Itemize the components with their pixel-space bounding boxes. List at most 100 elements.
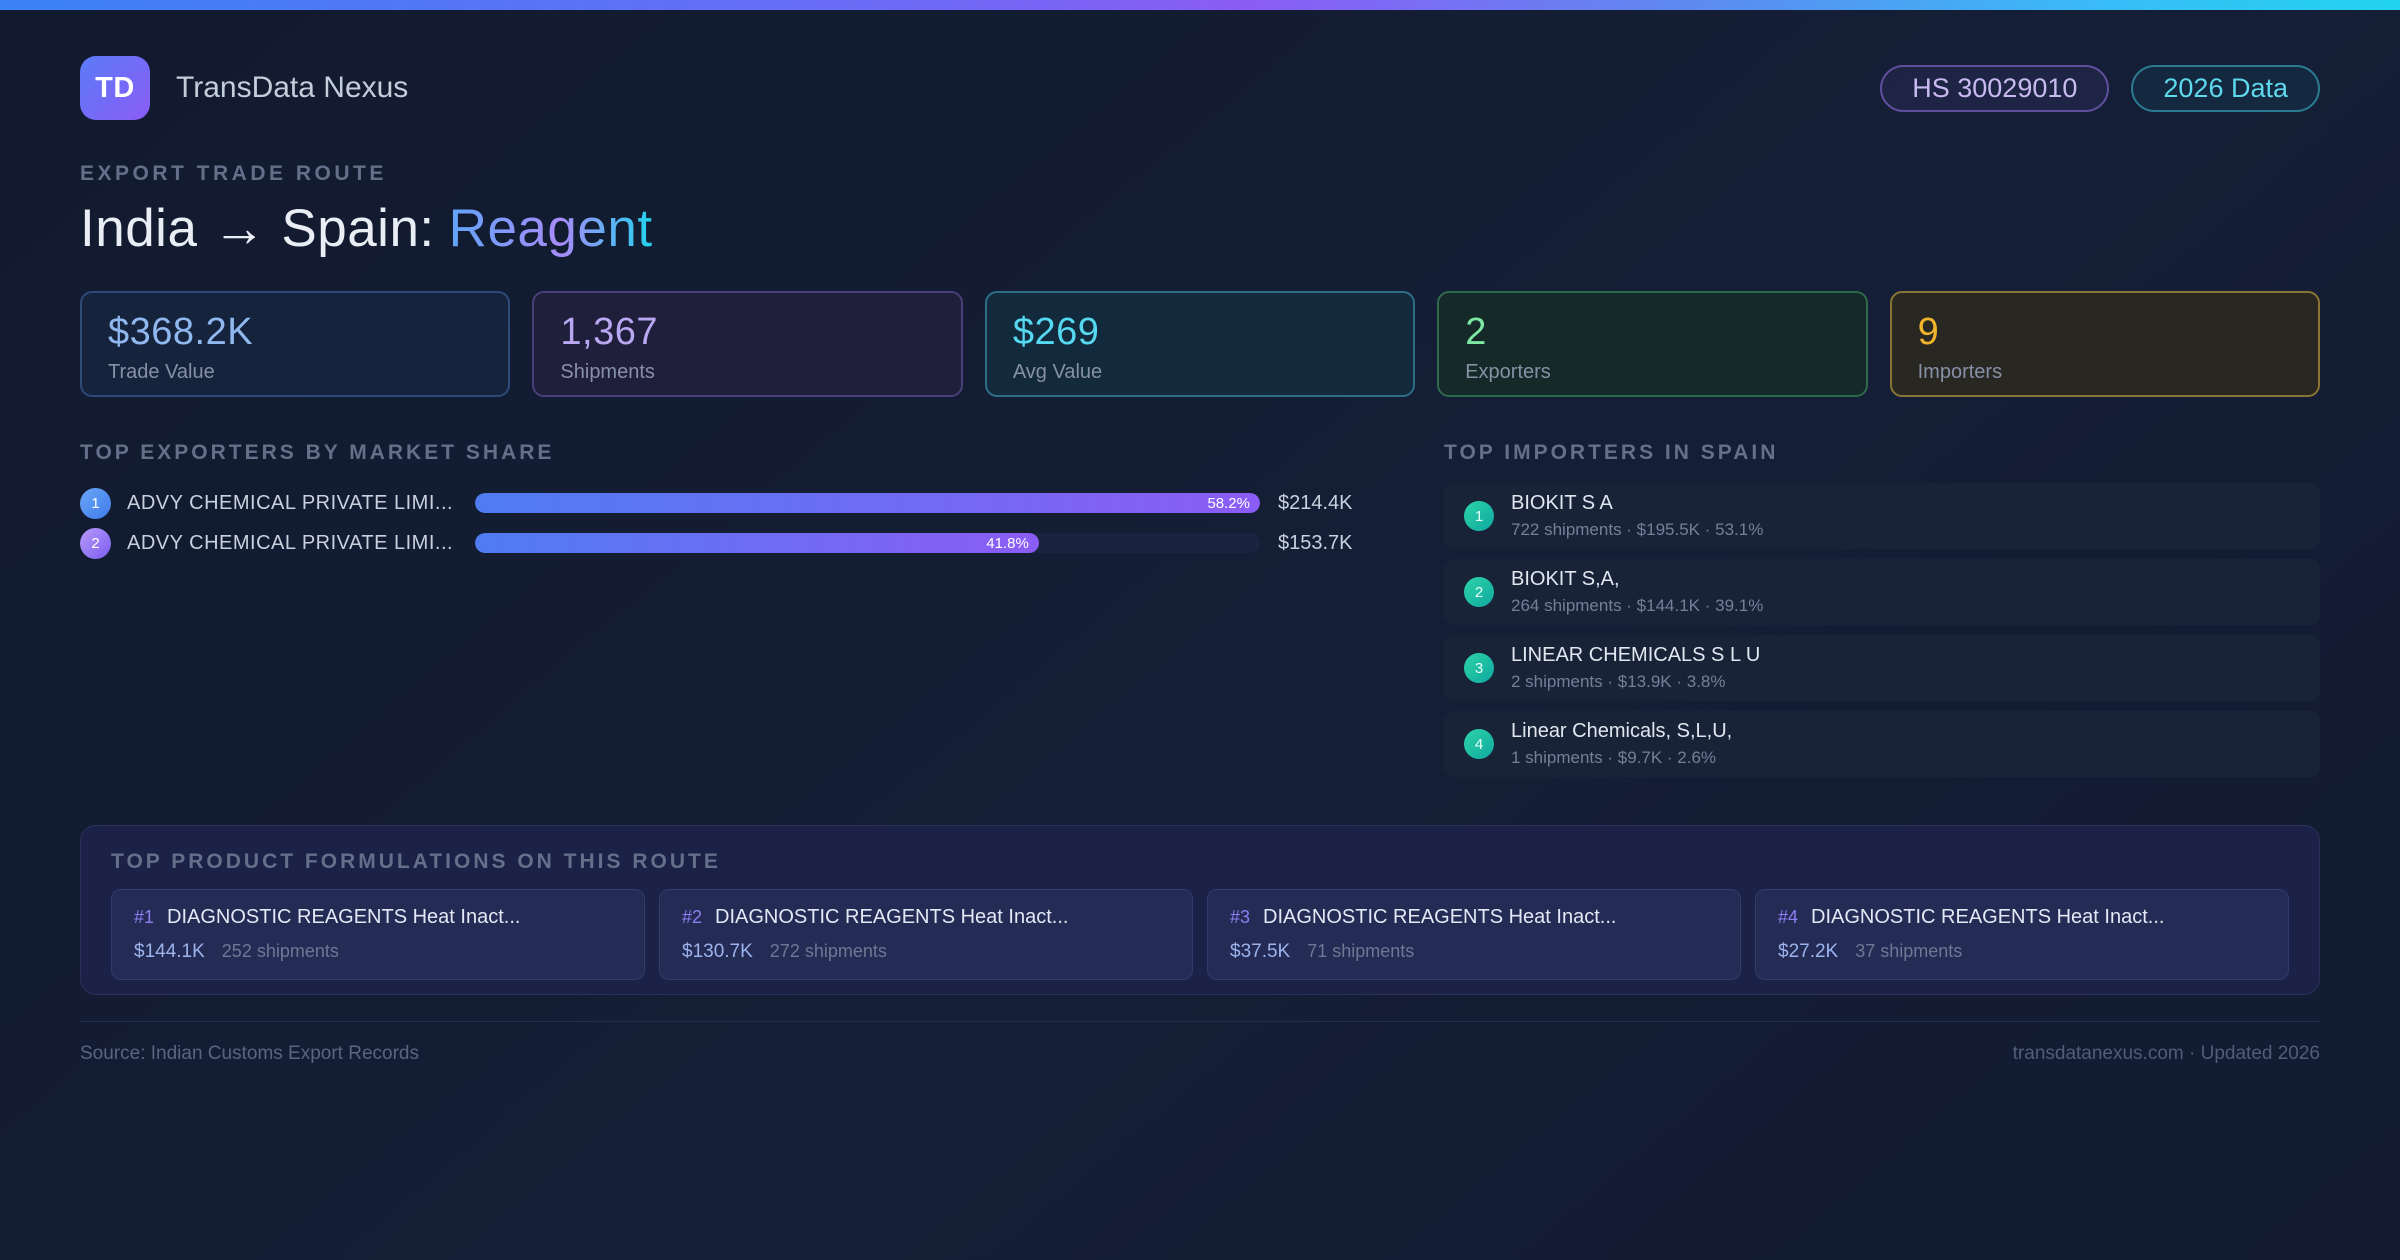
formulation-card[interactable]: #2 DIAGNOSTIC REAGENTS Heat Inact... $13…	[659, 889, 1193, 980]
importers-heading: TOP IMPORTERS IN SPAIN	[1444, 441, 1779, 464]
exporters-section: TOP EXPORTERS BY MARKET SHARE 1 ADVY CHE…	[80, 441, 1382, 787]
formulation-cards: #1 DIAGNOSTIC REAGENTS Heat Inact... $14…	[111, 889, 2289, 980]
importer-item[interactable]: 2 BIOKIT S,A, 264 shipments · $144.1K · …	[1444, 559, 2320, 625]
exporter-value: $153.7K	[1278, 531, 1353, 554]
formulation-name: DIAGNOSTIC REAGENTS Heat Inact...	[715, 906, 1069, 928]
exporter-row[interactable]: 1 ADVY CHEMICAL PRIVATE LIMI... 58.2% $2…	[80, 483, 1382, 523]
rank-badge: 1	[80, 487, 111, 519]
app-title: TransData Nexus	[176, 71, 409, 104]
market-share-bar: 41.8%	[475, 533, 1260, 553]
stat-label: Importers	[1917, 361, 2003, 383]
stat-card-trade-value: $368.2K Trade Value	[80, 291, 511, 397]
formulation-value: $27.2K	[1778, 941, 1839, 962]
importer-meta: 264 shipments · $144.1K · 39.1%	[1511, 596, 1764, 615]
formulation-stats-line: $130.7K 272 shipments	[682, 941, 1170, 963]
stat-value: 9	[1917, 311, 1940, 353]
source-text: Source: Indian Customs Export Records	[80, 1043, 419, 1064]
stat-value: 2	[1465, 311, 1487, 353]
market-share-bar: 58.2%	[475, 493, 1260, 513]
formulation-title-line: #3 DIAGNOSTIC REAGENTS Heat Inact...	[1230, 906, 1718, 929]
rank-badge: 2	[80, 527, 111, 559]
formulation-shipments: 71 shipments	[1307, 941, 1415, 961]
footer: Source: Indian Customs Export Records tr…	[80, 1021, 2320, 1065]
formulation-shipments: 252 shipments	[221, 941, 339, 961]
importer-meta: 722 shipments · $195.5K · 53.1%	[1511, 520, 1764, 539]
formulation-value: $37.5K	[1230, 941, 1291, 962]
formulation-rank: #2	[682, 907, 703, 927]
exporters-heading: TOP EXPORTERS BY MARKET SHARE	[80, 441, 555, 464]
formulation-title-line: #1 DIAGNOSTIC REAGENTS Heat Inact...	[134, 906, 622, 929]
page-title: India → Spain: Reagent	[80, 198, 2320, 259]
formulation-name: DIAGNOSTIC REAGENTS Heat Inact...	[1263, 906, 1617, 928]
stat-card-importers: 9 Importers	[1889, 291, 2321, 397]
stat-value: $269	[1012, 311, 1100, 353]
importer-item[interactable]: 3 LINEAR CHEMICALS S L U 2 shipments · $…	[1444, 635, 2320, 701]
rank-badge: 3	[1464, 653, 1494, 683]
accent-bar	[0, 0, 2400, 10]
formulation-stats-line: $37.5K 71 shipments	[1230, 941, 1718, 963]
formulation-shipments: 272 shipments	[769, 941, 887, 961]
stats-row: $368.2K Trade Value 1,367 Shipments $269…	[80, 291, 2321, 397]
importer-info: LINEAR CHEMICALS S L U 2 shipments · $13…	[1511, 644, 1760, 692]
stat-value: 1,367	[560, 311, 658, 353]
site-text: transdatanexus.com · Updated 2026	[2012, 1043, 2320, 1064]
importer-name: BIOKIT S,A,	[1511, 568, 1620, 590]
formulation-stats-line: $27.2K 37 shipments	[1778, 941, 2266, 963]
stat-label: Trade Value	[108, 361, 215, 383]
formulation-name: DIAGNOSTIC REAGENTS Heat Inact...	[1811, 906, 2165, 928]
header-badges: HS 30029010 2026 Data	[1880, 64, 2320, 112]
header: TD TransData Nexus HS 30029010 2026 Data	[80, 56, 2320, 120]
rank-badge: 2	[1464, 577, 1494, 607]
hs-code-badge[interactable]: HS 30029010	[1880, 64, 2110, 112]
importer-info: Linear Chemicals, S,L,U, 1 shipments · $…	[1511, 720, 1732, 768]
importer-name: BIOKIT S A	[1511, 492, 1613, 514]
route-title: India → Spain:	[80, 199, 435, 258]
stat-label: Shipments	[560, 361, 655, 383]
importer-name: LINEAR CHEMICALS S L U	[1511, 644, 1761, 666]
stat-card-avg-value: $269 Avg Value	[984, 291, 1416, 397]
exporter-name: ADVY CHEMICAL PRIVATE LIMI...	[127, 531, 454, 554]
formulation-name: DIAGNOSTIC REAGENTS Heat Inact...	[167, 906, 521, 928]
formulation-shipments: 37 shipments	[1855, 941, 1963, 961]
market-share-fill: 58.2%	[475, 493, 1260, 513]
importer-meta: 1 shipments · $9.7K · 2.6%	[1511, 748, 1717, 767]
importer-info: BIOKIT S A 722 shipments · $195.5K · 53.…	[1511, 492, 1763, 540]
formulations-panel: TOP PRODUCT FORMULATIONS ON THIS ROUTE #…	[80, 825, 2320, 995]
stat-card-shipments: 1,367 Shipments	[532, 291, 963, 397]
importer-name: Linear Chemicals, S,L,U,	[1511, 720, 1733, 742]
content-columns: TOP EXPORTERS BY MARKET SHARE 1 ADVY CHE…	[80, 441, 2320, 787]
stat-value: $368.2K	[108, 311, 254, 353]
importer-info: BIOKIT S,A, 264 shipments · $144.1K · 39…	[1511, 568, 1763, 616]
formulation-title-line: #2 DIAGNOSTIC REAGENTS Heat Inact...	[682, 906, 1170, 929]
formulation-rank: #4	[1778, 907, 1799, 927]
rank-badge: 1	[1464, 501, 1494, 531]
formulation-value: $130.7K	[682, 941, 753, 962]
brand: TD TransData Nexus	[80, 56, 408, 120]
rank-badge: 4	[1464, 729, 1494, 759]
formulation-title-line: #4 DIAGNOSTIC REAGENTS Heat Inact...	[1778, 906, 2266, 929]
share-percent: 41.8%	[986, 534, 1029, 552]
formulation-rank: #3	[1230, 907, 1251, 927]
importer-item[interactable]: 1 BIOKIT S A 722 shipments · $195.5K · 5…	[1444, 483, 2320, 549]
exporter-value: $214.4K	[1278, 491, 1353, 514]
exporter-name: ADVY CHEMICAL PRIVATE LIMI...	[127, 491, 454, 514]
share-percent: 58.2%	[1207, 494, 1250, 512]
formulation-card[interactable]: #3 DIAGNOSTIC REAGENTS Heat Inact... $37…	[1207, 889, 1741, 980]
market-share-fill: 41.8%	[475, 533, 1039, 553]
stat-label: Avg Value	[1012, 361, 1103, 383]
formulation-rank: #1	[134, 907, 155, 927]
formulation-card[interactable]: #4 DIAGNOSTIC REAGENTS Heat Inact... $27…	[1755, 889, 2289, 980]
formulation-stats-line: $144.1K 252 shipments	[134, 941, 622, 963]
exporter-row[interactable]: 2 ADVY CHEMICAL PRIVATE LIMI... 41.8% $1…	[80, 523, 1382, 563]
year-badge[interactable]: 2026 Data	[2131, 64, 2320, 112]
page-container: TD TransData Nexus HS 30029010 2026 Data…	[0, 10, 2400, 1065]
formulation-value: $144.1K	[134, 941, 205, 962]
stat-label: Exporters	[1465, 361, 1551, 383]
app-logo: TD	[80, 56, 150, 120]
importers-section: TOP IMPORTERS IN SPAIN 1 BIOKIT S A 722 …	[1444, 441, 2320, 787]
importer-item[interactable]: 4 Linear Chemicals, S,L,U, 1 shipments ·…	[1444, 711, 2320, 777]
formulation-card[interactable]: #1 DIAGNOSTIC REAGENTS Heat Inact... $14…	[111, 889, 645, 980]
app-logo-text: TD	[95, 71, 135, 104]
product-name: Reagent	[448, 199, 653, 258]
formulations-heading: TOP PRODUCT FORMULATIONS ON THIS ROUTE	[111, 850, 721, 873]
